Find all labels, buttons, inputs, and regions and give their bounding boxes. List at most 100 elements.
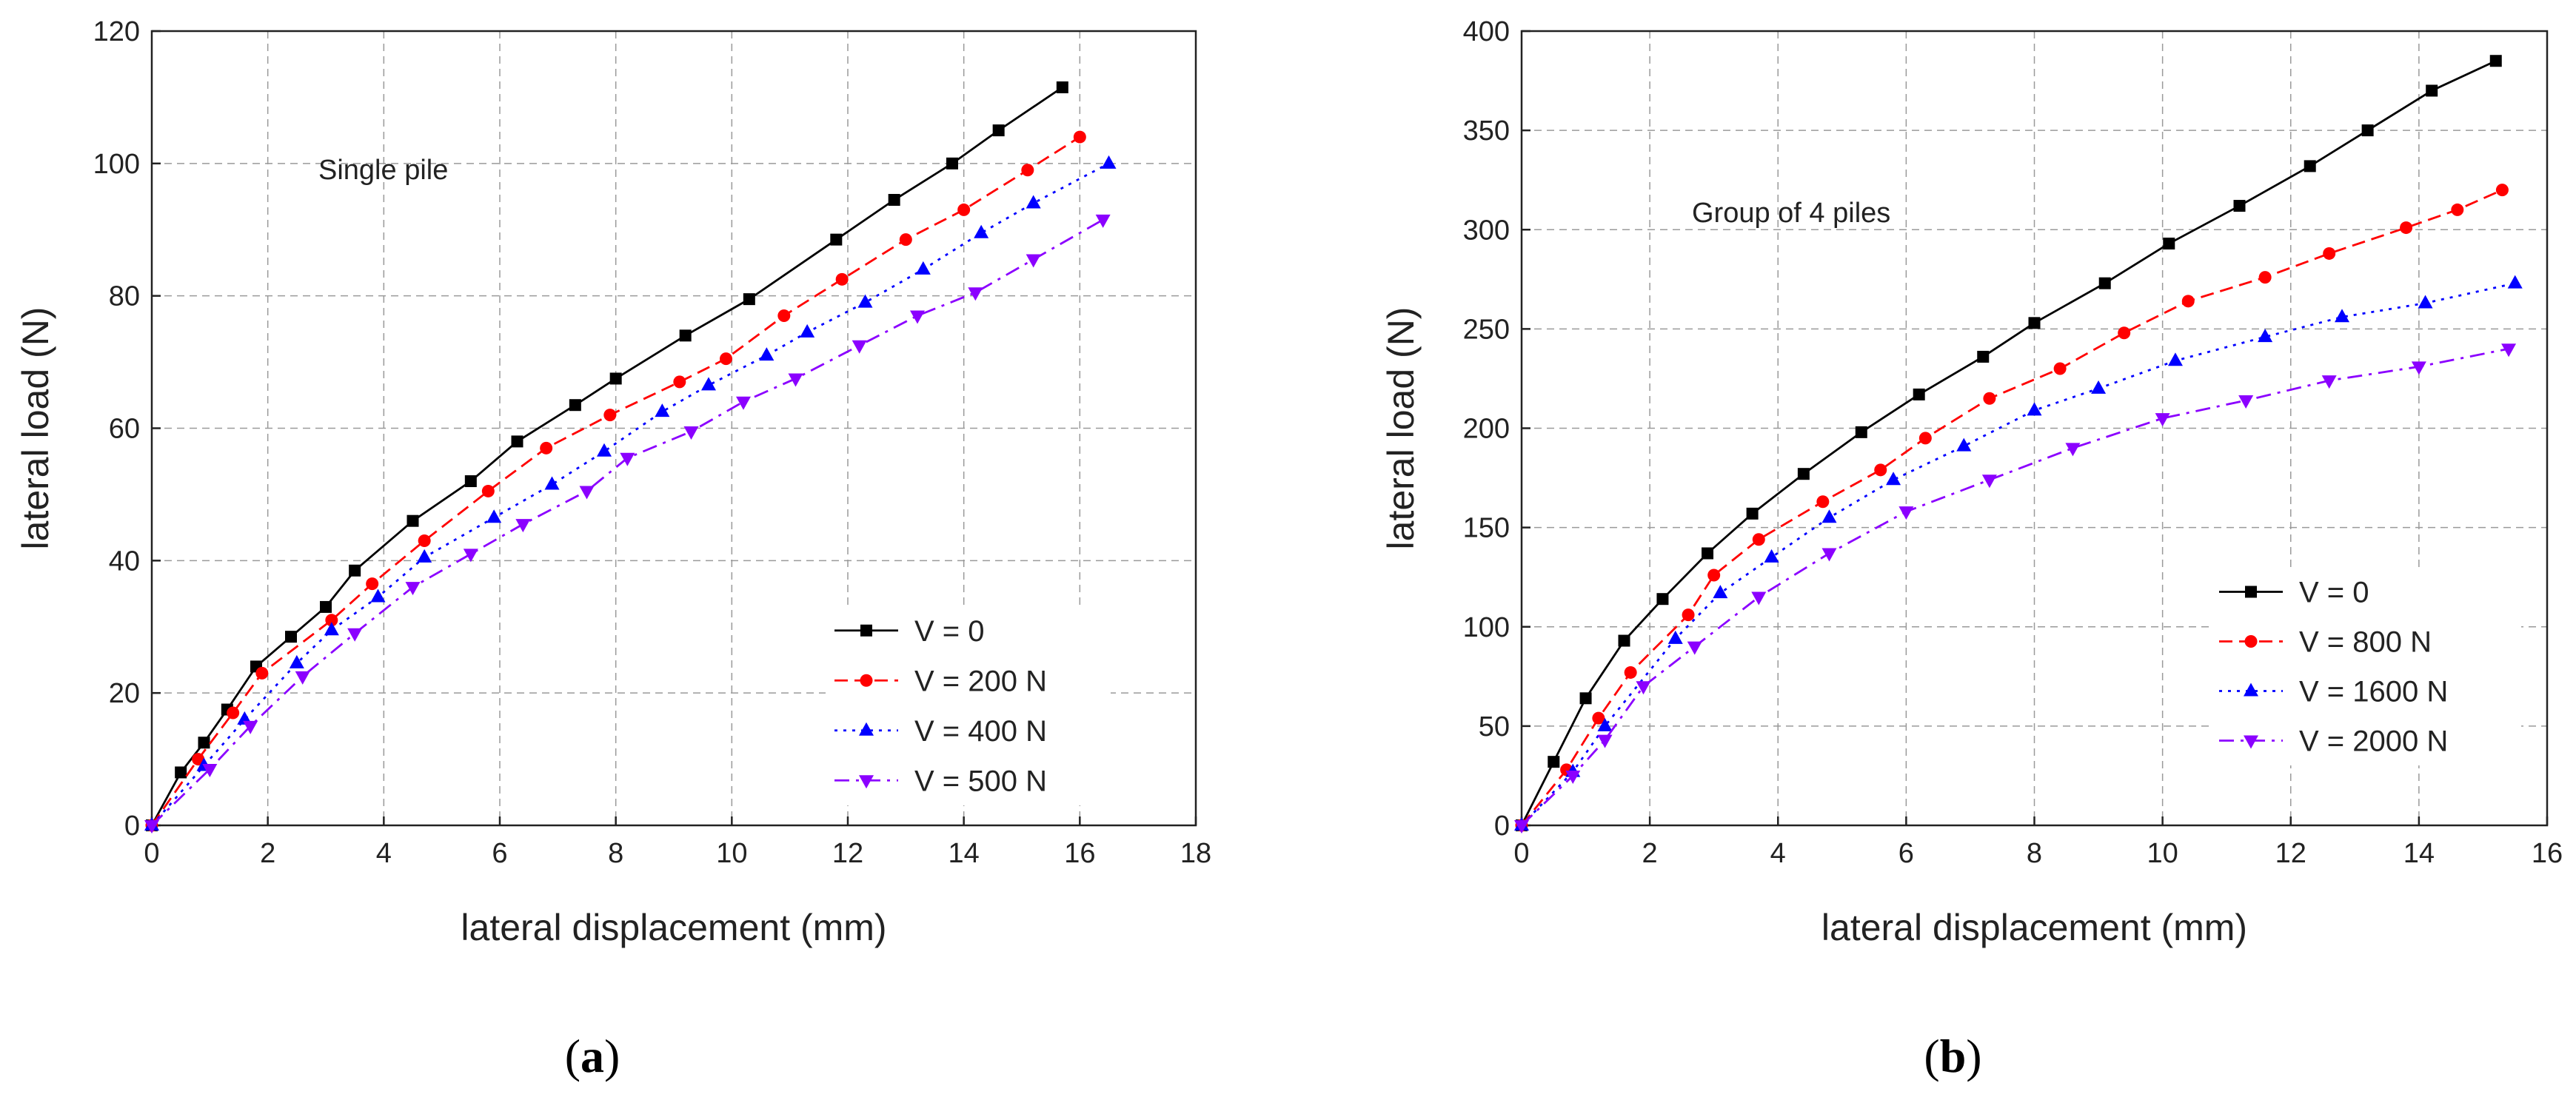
x-tick-label: 2: [1642, 838, 1658, 869]
data-point: [1597, 734, 1613, 748]
series-3: [144, 214, 1111, 834]
y-axis-title: lateral load (N): [1380, 307, 1422, 550]
data-point: [285, 631, 297, 643]
data-point: [407, 514, 419, 527]
panel-label-letter: b: [1940, 1030, 1967, 1082]
data-point: [2400, 221, 2413, 235]
panel-label-open: (: [565, 1030, 581, 1082]
data-point: [1056, 81, 1068, 94]
y-tick-label: 200: [1463, 414, 1510, 445]
data-point: [2426, 84, 2438, 97]
data-point: [2091, 380, 2107, 394]
data-point: [946, 157, 958, 170]
data-point: [2233, 200, 2246, 212]
y-tick-label: 50: [1479, 711, 1510, 742]
data-point: [1667, 630, 1683, 644]
legend-label: V = 0: [914, 615, 985, 648]
y-tick-label: 350: [1463, 115, 1510, 147]
data-point: [1656, 593, 1669, 606]
y-tick-label: 300: [1463, 215, 1510, 246]
y-tick-label: 120: [93, 16, 140, 47]
data-point: [609, 372, 622, 385]
data-point: [325, 614, 338, 627]
data-point: [1101, 155, 1117, 169]
data-point: [743, 293, 755, 306]
data-point: [2418, 295, 2433, 309]
y-tick-label: 400: [1463, 16, 1510, 47]
data-point: [1752, 533, 1765, 546]
data-point: [1707, 569, 1721, 582]
data-point: [1592, 711, 1605, 725]
data-point: [1021, 164, 1034, 177]
series-line: [1520, 282, 2516, 826]
data-point: [2335, 309, 2349, 323]
x-tick-label: 16: [1064, 838, 1095, 869]
data-point: [511, 435, 523, 448]
data-point: [1095, 214, 1111, 228]
data-point: [405, 582, 421, 596]
data-point: [2167, 352, 2183, 366]
x-tick-label: 8: [608, 838, 623, 869]
legend-label: V = 1600 N: [2299, 676, 2448, 708]
panel-label: (a): [565, 1030, 620, 1082]
data-point: [2258, 329, 2273, 343]
data-point: [777, 309, 791, 322]
data-point: [1548, 756, 1560, 768]
data-point: [1618, 634, 1630, 647]
data-point: [2489, 55, 2502, 67]
legend-marker: [859, 722, 874, 736]
data-point: [2155, 413, 2170, 427]
data-point: [2507, 275, 2523, 289]
data-point: [915, 261, 931, 275]
legend: V = 0 V = 800 N V = 1600 N V = 2000 N: [2210, 567, 2521, 765]
data-point: [202, 763, 218, 777]
panel-label: (b): [1924, 1030, 1981, 1082]
data-point: [800, 323, 815, 338]
data-point: [2501, 343, 2517, 358]
data-point: [1514, 820, 1529, 834]
data-point: [910, 310, 925, 324]
data-point: [1981, 474, 1997, 489]
data-point: [1898, 506, 1914, 520]
data-point: [1687, 641, 1702, 655]
panel-label-close: ): [1966, 1030, 1981, 1082]
legend-marker: [2244, 635, 2258, 648]
data-point: [2118, 326, 2131, 340]
data-point: [603, 409, 617, 422]
data-point: [857, 294, 873, 308]
series-0: [1516, 55, 2502, 831]
data-point: [243, 720, 258, 734]
data-point: [2258, 271, 2272, 284]
data-point: [1918, 432, 1932, 445]
series-3: [1514, 343, 2517, 834]
x-tick-label: 14: [949, 838, 980, 869]
x-tick-label: 0: [1513, 838, 1529, 869]
data-point: [198, 737, 210, 749]
data-point: [974, 224, 989, 238]
x-tick-label: 12: [832, 838, 863, 869]
y-tick-label: 100: [1463, 612, 1510, 643]
x-tick-label: 18: [1180, 838, 1211, 869]
data-point: [2451, 203, 2464, 216]
data-point: [1797, 468, 1810, 480]
data-point: [1713, 585, 1728, 599]
data-point: [1073, 130, 1086, 144]
legend-marker: [2244, 735, 2258, 749]
data-point: [2027, 402, 2042, 416]
data-point: [486, 509, 502, 523]
data-point: [759, 347, 775, 361]
legend-label: V = 400 N: [914, 715, 1047, 748]
data-point: [515, 519, 531, 533]
x-tick-label: 8: [2027, 838, 2042, 869]
y-axis-title: lateral load (N): [15, 307, 56, 550]
x-tick-label: 10: [716, 838, 747, 869]
data-point: [1026, 195, 1041, 209]
legend-marker: [860, 674, 873, 687]
legend-box: [826, 606, 1111, 805]
data-point: [1956, 437, 1972, 452]
x-tick-label: 12: [2275, 838, 2306, 869]
data-point: [1624, 665, 1637, 679]
chart-panel-a: 0 2 4 6 8 10 12 14 16 18 0 20 40 60 80 100 120 lateral di…: [15, 16, 1211, 1082]
data-point: [579, 486, 595, 500]
data-point: [679, 329, 692, 342]
